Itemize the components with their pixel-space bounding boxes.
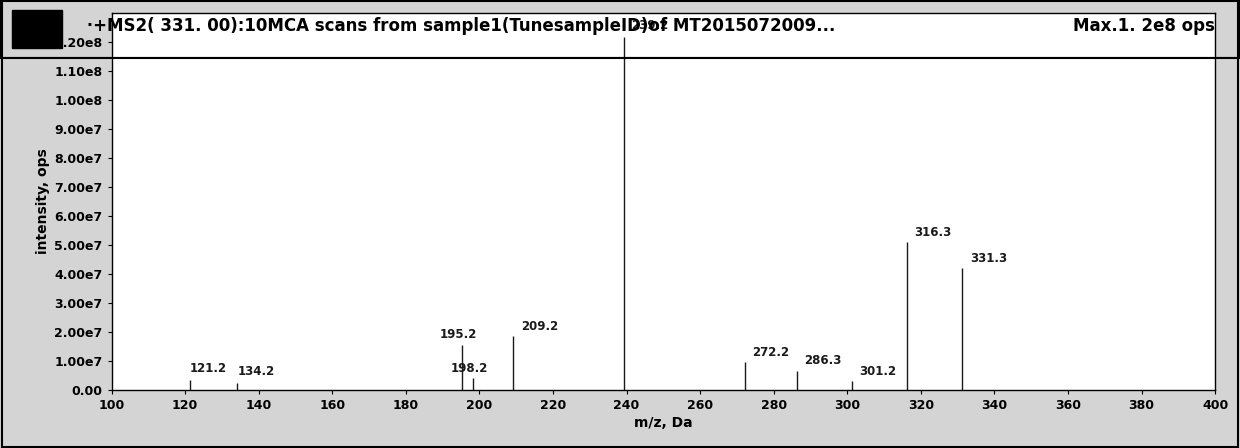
Text: 331.3: 331.3 xyxy=(970,252,1007,265)
Text: 239.2: 239.2 xyxy=(631,19,668,32)
Bar xyxy=(12,10,62,48)
Text: 286.3: 286.3 xyxy=(805,354,842,367)
Text: 198.2: 198.2 xyxy=(451,362,489,375)
Text: 121.2: 121.2 xyxy=(190,362,227,375)
Text: 316.3: 316.3 xyxy=(915,226,952,239)
Text: Max.1. 2e8 ops: Max.1. 2e8 ops xyxy=(1074,17,1215,35)
Text: 301.2: 301.2 xyxy=(859,365,897,378)
Text: ·+MS2( 331. 00):10MCA scans from sample1(TunesampleID)of MT2015072009...: ·+MS2( 331. 00):10MCA scans from sample1… xyxy=(81,17,835,35)
Y-axis label: intensity, ops: intensity, ops xyxy=(36,149,50,254)
Text: 272.2: 272.2 xyxy=(753,346,790,359)
Text: 209.2: 209.2 xyxy=(521,320,558,333)
Text: 195.2: 195.2 xyxy=(440,328,477,341)
X-axis label: m/z, Da: m/z, Da xyxy=(634,416,693,430)
Text: 134.2: 134.2 xyxy=(237,365,275,378)
